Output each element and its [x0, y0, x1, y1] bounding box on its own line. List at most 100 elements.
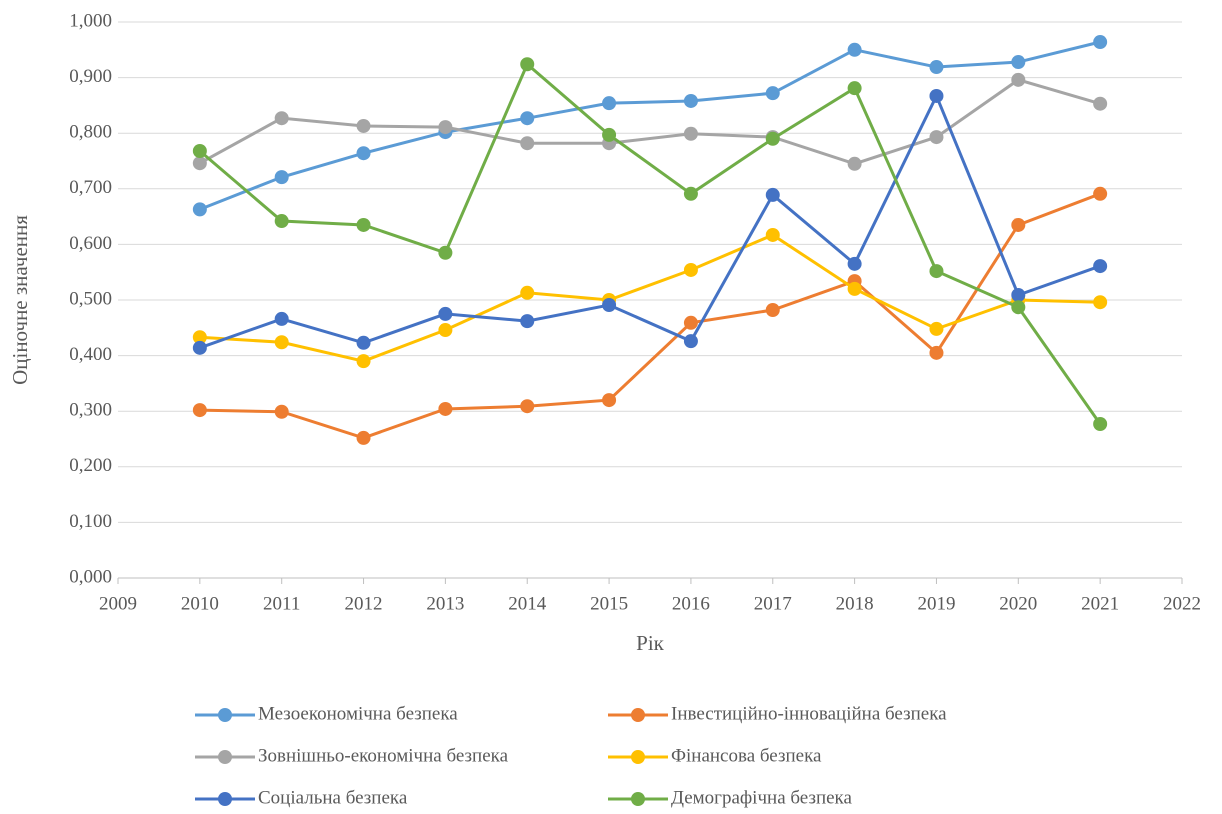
x-tick-label: 2018	[836, 593, 874, 614]
y-tick-label: 0,600	[69, 233, 112, 254]
x-axis-title: Рік	[636, 631, 665, 655]
legend-marker	[218, 750, 232, 764]
data-point	[1011, 72, 1026, 87]
data-point	[847, 256, 862, 271]
data-point	[274, 111, 289, 126]
x-tick-label: 2016	[672, 593, 710, 614]
legend-marker	[631, 792, 645, 806]
data-point	[929, 321, 944, 336]
data-point	[1011, 217, 1026, 232]
data-point	[683, 126, 698, 141]
y-axis-title: Оціночне значення	[8, 215, 32, 385]
data-point	[438, 401, 453, 416]
data-point	[1011, 287, 1026, 302]
x-tick-label: 2010	[181, 593, 219, 614]
data-point	[1093, 186, 1108, 201]
x-tick-label: 2013	[426, 593, 464, 614]
legend-label: Інвестиційно-інноваційна безпека	[671, 703, 947, 724]
y-tick-label: 1,000	[69, 10, 112, 31]
data-point	[602, 298, 617, 313]
x-tick-label: 2019	[917, 593, 955, 614]
data-point	[438, 245, 453, 260]
x-tick-label: 2012	[345, 593, 383, 614]
data-point	[683, 315, 698, 330]
data-point	[1093, 259, 1108, 274]
legend-label: Фінансова безпека	[671, 745, 822, 766]
y-tick-label: 0,100	[69, 511, 112, 532]
data-point	[192, 143, 207, 158]
x-tick-label: 2011	[263, 593, 300, 614]
data-point	[765, 227, 780, 242]
data-point	[356, 118, 371, 133]
data-point	[520, 136, 535, 151]
data-point	[847, 156, 862, 171]
data-point	[929, 60, 944, 75]
data-point	[929, 264, 944, 279]
data-point	[356, 354, 371, 369]
y-tick-label: 0,300	[69, 400, 112, 421]
data-point	[192, 330, 207, 345]
y-tick-label: 0,800	[69, 122, 112, 143]
y-tick-label: 0,700	[69, 177, 112, 198]
series-line	[199, 40, 1101, 211]
y-tick-label: 0,500	[69, 288, 112, 309]
y-tick-label: 0,200	[69, 455, 112, 476]
legend-marker	[631, 750, 645, 764]
data-point	[1093, 35, 1108, 50]
x-tick-label: 2021	[1081, 593, 1119, 614]
data-point	[520, 314, 535, 329]
series-line	[199, 233, 1101, 363]
series-line	[199, 78, 1101, 166]
data-point	[192, 340, 207, 355]
data-point	[438, 323, 453, 338]
data-point	[929, 88, 944, 103]
data-point	[192, 403, 207, 418]
data-point	[520, 285, 535, 300]
data-point	[765, 303, 780, 318]
data-point	[438, 306, 453, 321]
data-point	[1093, 295, 1108, 310]
data-point	[765, 131, 780, 146]
series-line	[198, 61, 1102, 425]
data-point	[847, 281, 862, 296]
data-point	[520, 57, 535, 72]
data-point	[520, 111, 535, 126]
data-point	[847, 81, 862, 96]
series-line	[199, 192, 1101, 440]
data-point	[274, 335, 289, 350]
legend-label: Демографічна безпека	[671, 787, 853, 808]
series-line	[199, 92, 1101, 350]
data-point	[356, 217, 371, 232]
x-tick-label: 2014	[508, 593, 547, 614]
data-point	[602, 393, 617, 408]
data-point	[438, 120, 453, 135]
x-tick-label: 2015	[590, 593, 628, 614]
data-point	[683, 186, 698, 201]
x-tick-label: 2022	[1163, 593, 1201, 614]
data-point	[1093, 416, 1108, 431]
data-point	[192, 156, 207, 171]
data-point	[929, 130, 944, 145]
data-point	[929, 345, 944, 360]
data-point	[683, 334, 698, 349]
data-point	[356, 430, 371, 445]
data-point	[520, 399, 535, 414]
data-point	[847, 42, 862, 57]
legend-label: Соціальна безпека	[258, 787, 408, 808]
x-tick-label: 2017	[754, 593, 792, 614]
x-tick-label: 2009	[99, 593, 137, 614]
legend-label: Мезоекономічна безпека	[258, 703, 458, 724]
y-tick-label: 0,000	[69, 566, 112, 587]
data-point	[683, 93, 698, 108]
x-tick-label: 2020	[999, 593, 1037, 614]
data-point	[274, 214, 289, 229]
y-tick-label: 0,900	[69, 66, 112, 87]
data-point	[1093, 96, 1108, 111]
data-point	[274, 311, 289, 326]
legend-label: Зовнішньо-економічна безпека	[258, 745, 509, 766]
data-point	[602, 96, 617, 111]
legend-marker	[218, 708, 232, 722]
data-point	[602, 127, 617, 142]
data-point	[274, 404, 289, 419]
